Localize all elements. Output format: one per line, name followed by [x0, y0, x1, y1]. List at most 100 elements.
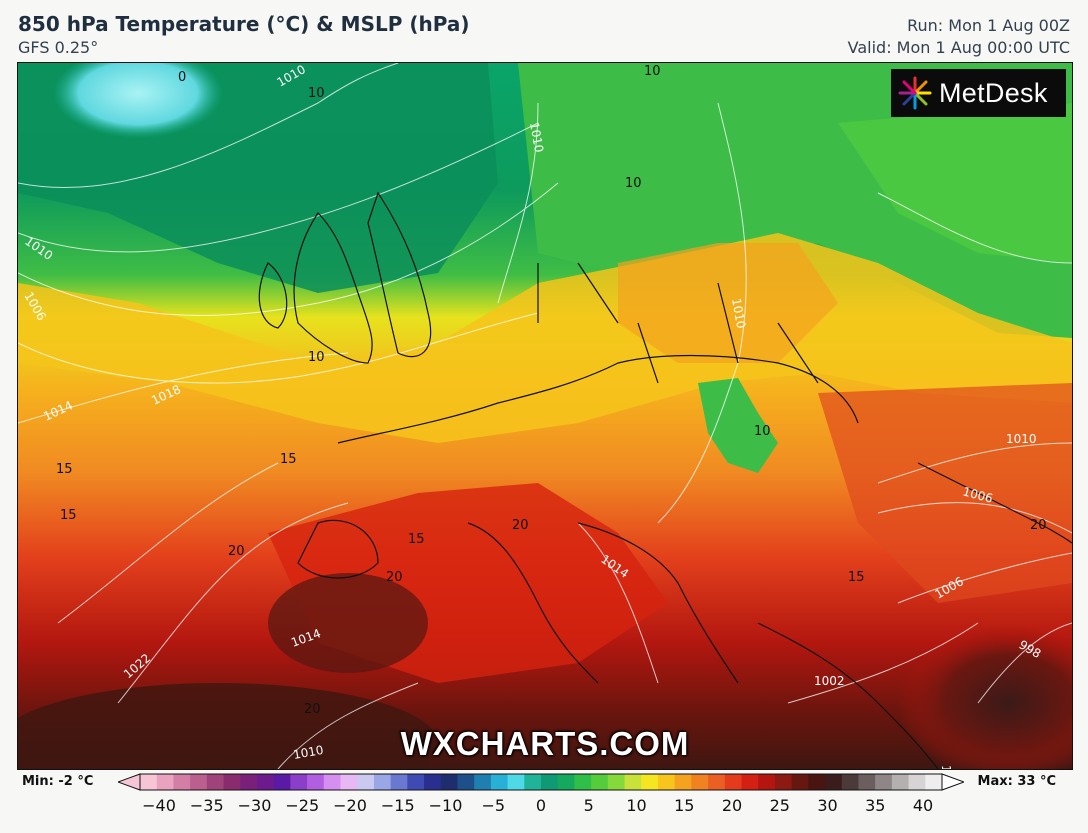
temp-label: 20	[228, 544, 245, 559]
colorbar-min-arrow	[118, 773, 141, 791]
colorbar-tick-label: 15	[674, 796, 695, 815]
temp-label: 10	[754, 424, 771, 439]
colorbar-tick-label: 35	[865, 796, 886, 815]
colorbar-swatch	[858, 774, 876, 790]
temp-label: 15	[56, 462, 73, 477]
colorbar-swatch	[925, 774, 943, 790]
colorbar-tick-label: −40	[142, 796, 176, 815]
colorbar-ticks: −40 −35 −30 −25 −20 −15 −10 −5 0 5 10 15 20 25 30 35 40	[0, 796, 1088, 820]
colorbar-swatch	[173, 774, 191, 790]
colorbar-swatch	[524, 774, 542, 790]
temp-label: 20	[512, 518, 529, 533]
colorbar-swatch	[774, 774, 793, 790]
weather-map[interactable]: 1010 1010 1010 1006 1018 1014 1022 1014 …	[17, 62, 1073, 770]
colorbar-swatch	[357, 774, 375, 790]
colorbar-swatch	[373, 774, 392, 790]
temp-label-group: 0 10 10 10 10 15 15 15 20 20 15 20 15 10…	[56, 64, 1047, 717]
colorbar-swatch	[240, 774, 258, 790]
valid-time-label: Valid: Mon 1 Aug 00:00 UTC	[847, 38, 1070, 57]
colorbar-swatch	[457, 774, 475, 790]
run-label: Run: Mon 1 Aug 00Z	[907, 16, 1070, 35]
isobar-label: 1010	[527, 121, 546, 154]
colorbar-tick-label: −35	[189, 796, 224, 815]
colorbar-swatch	[841, 774, 859, 790]
colorbar-swatch	[223, 774, 241, 790]
isobar-label: 1002	[814, 674, 845, 688]
colorbar-swatch	[557, 774, 575, 790]
colorbar-tick-label: 30	[817, 796, 838, 815]
temp-label: 20	[386, 570, 403, 585]
colorbar-swatch	[490, 774, 509, 790]
colorbar-swatch	[190, 774, 208, 790]
colorbar-tick-label: 10	[626, 796, 647, 815]
colorbar-max-arrow	[941, 773, 964, 791]
colorbar-max-label: Max: 33 °C	[977, 774, 1056, 789]
colorbar-swatch	[891, 774, 910, 790]
colorbar-swatch	[424, 774, 442, 790]
temp-label: 15	[60, 508, 77, 523]
metdesk-logo: MetDesk	[891, 69, 1066, 117]
metdesk-burst-icon	[898, 76, 932, 110]
colorbar-swatch	[541, 774, 559, 790]
colorbar-swatch	[323, 774, 341, 790]
temperature-field: 1010 1010 1010 1006 1018 1014 1022 1014 …	[18, 63, 1072, 769]
colorbar-swatch	[140, 774, 158, 790]
colorbar-swatch	[691, 774, 709, 790]
colorbar-frame	[139, 773, 943, 791]
colorbar-swatch	[390, 774, 408, 790]
colorbar-swatch	[657, 774, 676, 790]
logo-text: MetDesk	[939, 77, 1048, 108]
coastlines	[258, 191, 1072, 769]
chart-title: 850 hPa Temperature (°C) & MSLP (hPa)	[18, 12, 470, 36]
isobar-label: 1010	[292, 743, 325, 762]
colorbar-swatch	[407, 774, 425, 790]
temp-label: 20	[304, 702, 321, 717]
temp-label: 10	[644, 64, 661, 79]
colorbar-swatch	[708, 774, 726, 790]
colorbar-tick-label: 20	[721, 796, 743, 815]
temp-label: 15	[848, 570, 865, 585]
colorbar-swatch	[156, 774, 174, 790]
colorbar-tick-label: −5	[481, 796, 506, 815]
colorbar-swatch	[624, 774, 642, 790]
colorbar-swatch	[825, 774, 843, 790]
colorbar-tick-label: −25	[285, 796, 320, 815]
colorbar-swatch	[273, 774, 291, 790]
colorbar-tick-label: 0	[535, 796, 547, 815]
colorbar-swatch	[607, 774, 626, 790]
colorbar-tick-label: −20	[333, 796, 367, 815]
temp-label: 10	[625, 176, 642, 191]
temp-label: 10	[308, 86, 325, 101]
colorbar-swatch	[507, 774, 525, 790]
colorbar-swatch	[674, 774, 692, 790]
temp-label: 20	[1030, 518, 1047, 533]
temp-label: 15	[408, 532, 425, 547]
colorbar-swatch	[641, 774, 659, 790]
isobar-label: 1010	[1006, 432, 1037, 446]
colorbar	[118, 773, 964, 791]
colorbar-swatch	[340, 774, 358, 790]
temp-label: 10	[308, 350, 325, 365]
colorbar-swatch	[206, 774, 225, 790]
colorbar-min-label: Min: -2 °C	[22, 774, 94, 789]
colorbar-swatch	[808, 774, 826, 790]
colorbar-tick-label: −15	[380, 796, 415, 815]
colorbar-swatch	[741, 774, 759, 790]
colorbar-swatch	[474, 774, 492, 790]
isobar-label-group: 1010 1010 1010 1006 1018 1014 1022 1014 …	[21, 63, 1043, 769]
colorbar-tick-label: 25	[769, 796, 790, 815]
colorbar-swatch	[591, 774, 609, 790]
colorbar-swatch	[256, 774, 275, 790]
isobar-label: 1010	[939, 765, 953, 769]
colorbar-swatch	[440, 774, 458, 790]
model-label: GFS 0.25°	[18, 38, 99, 57]
colorbar-swatch	[875, 774, 893, 790]
colorbar-swatch	[908, 774, 926, 790]
colorbar-tick-label: 5	[583, 796, 594, 815]
temp-label: 0	[178, 70, 186, 85]
watermark-text: WXCHARTS.COM	[400, 725, 690, 762]
colorbar-swatch	[574, 774, 592, 790]
colorbar-swatch	[290, 774, 308, 790]
colorbar-tick-label: −30	[237, 796, 272, 815]
colorbar-tick-label: −10	[428, 796, 463, 815]
